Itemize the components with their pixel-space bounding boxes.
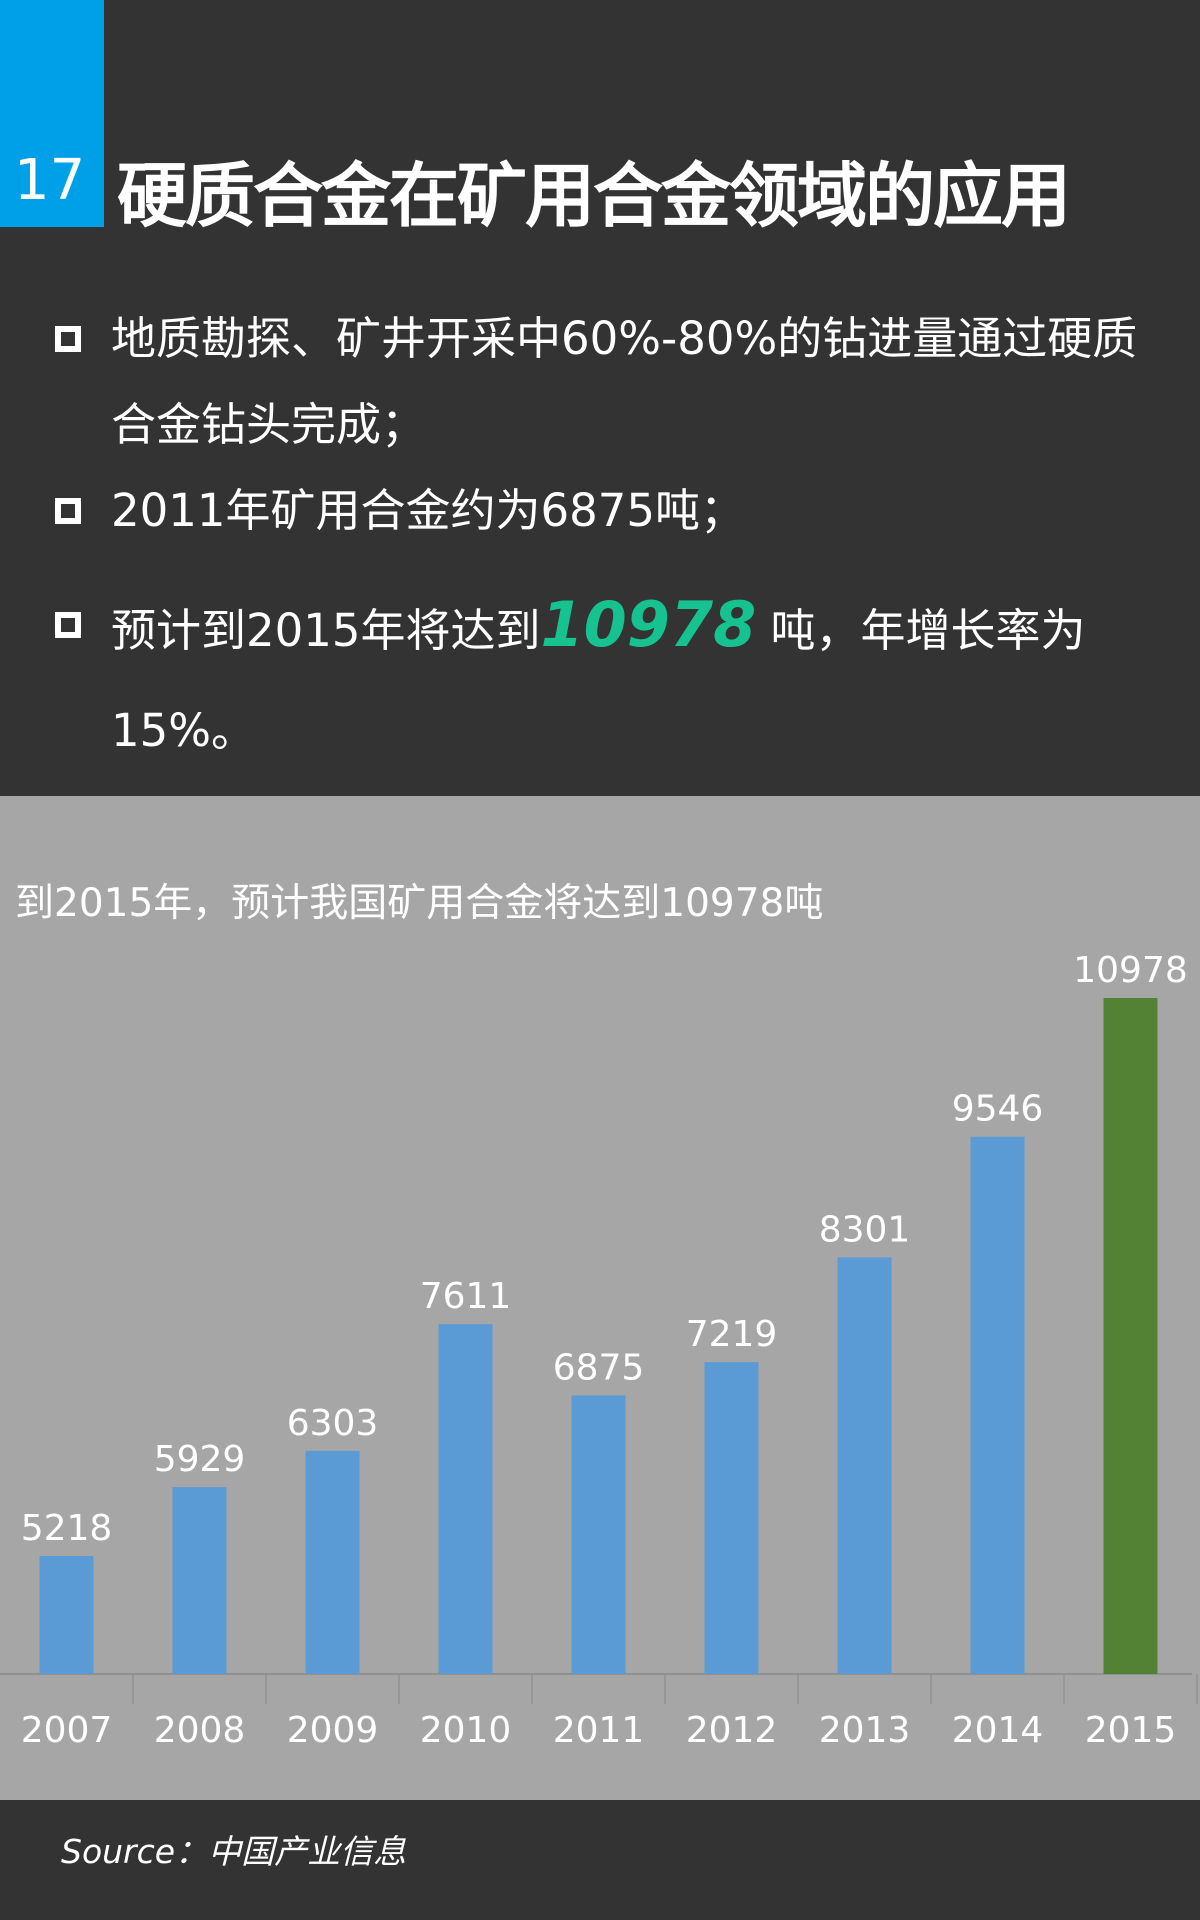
x-tick-label: 2015: [1085, 1710, 1177, 1751]
page-title: 硬质合金在矿用合金领域的应用: [117, 155, 1071, 237]
bullet-item: 地质勘探、矿井开采中60%-80%的钻进量通过硬质合金钻头完成；: [55, 296, 1155, 468]
data-label: 6303: [287, 1403, 379, 1444]
bar: [438, 1324, 493, 1674]
bar: [837, 1257, 892, 1674]
bar: [704, 1362, 759, 1674]
data-label: 10978: [1073, 950, 1188, 991]
bullet-text: 2011年矿用合金约为6875吨；: [111, 484, 746, 537]
bullet-item: 预计到2015年将达到10978 吨，年增长率为15%。: [55, 575, 1155, 781]
x-tick-label: 2008: [154, 1710, 246, 1751]
section-number-box: 17: [0, 0, 104, 227]
data-label: 8301: [819, 1209, 911, 1250]
checkbox-square-icon: [55, 612, 81, 638]
bullet-item: 2011年矿用合金约为6875吨；: [55, 468, 1155, 554]
x-tick-label: 2014: [952, 1710, 1044, 1751]
highlight-number: 10978: [540, 588, 757, 661]
bullet-text-post: 吨，年增长率为15%。: [111, 604, 1086, 757]
source-note: Source：中国产业信息: [61, 1832, 407, 1871]
bar: [305, 1450, 360, 1674]
checkbox-square-icon: [55, 326, 81, 352]
data-label: 7611: [420, 1276, 512, 1317]
data-label: 5929: [154, 1439, 246, 1480]
bar: [1103, 998, 1158, 1674]
bar: [172, 1487, 227, 1674]
x-tick-label: 2010: [420, 1710, 512, 1751]
x-tick-label: 2012: [686, 1710, 778, 1751]
x-tick-label: 2009: [287, 1710, 379, 1751]
checkbox-square-icon: [55, 498, 81, 524]
x-tick-label: 2013: [819, 1710, 911, 1751]
x-tick-label: 2007: [21, 1710, 113, 1751]
bar: [970, 1136, 1025, 1674]
data-label: 9546: [952, 1089, 1044, 1130]
bullet-text-pre: 预计到2015年将达到: [111, 604, 541, 657]
bullet-text: 预计到2015年将达到10978 吨，年增长率为15%。: [111, 575, 1155, 781]
chart-title: 到2015年，预计我国矿用合金将达到10978吨: [15, 881, 824, 926]
bullet-text: 地质勘探、矿井开采中60%-80%的钻进量通过硬质合金钻头完成；: [111, 312, 1138, 451]
section-number: 17: [14, 148, 86, 213]
bar: [571, 1395, 626, 1674]
data-label: 7219: [686, 1314, 778, 1355]
data-label: 6875: [553, 1347, 645, 1388]
x-tick-label: 2011: [553, 1710, 645, 1751]
data-label: 5218: [21, 1508, 113, 1549]
bar: [39, 1556, 94, 1674]
